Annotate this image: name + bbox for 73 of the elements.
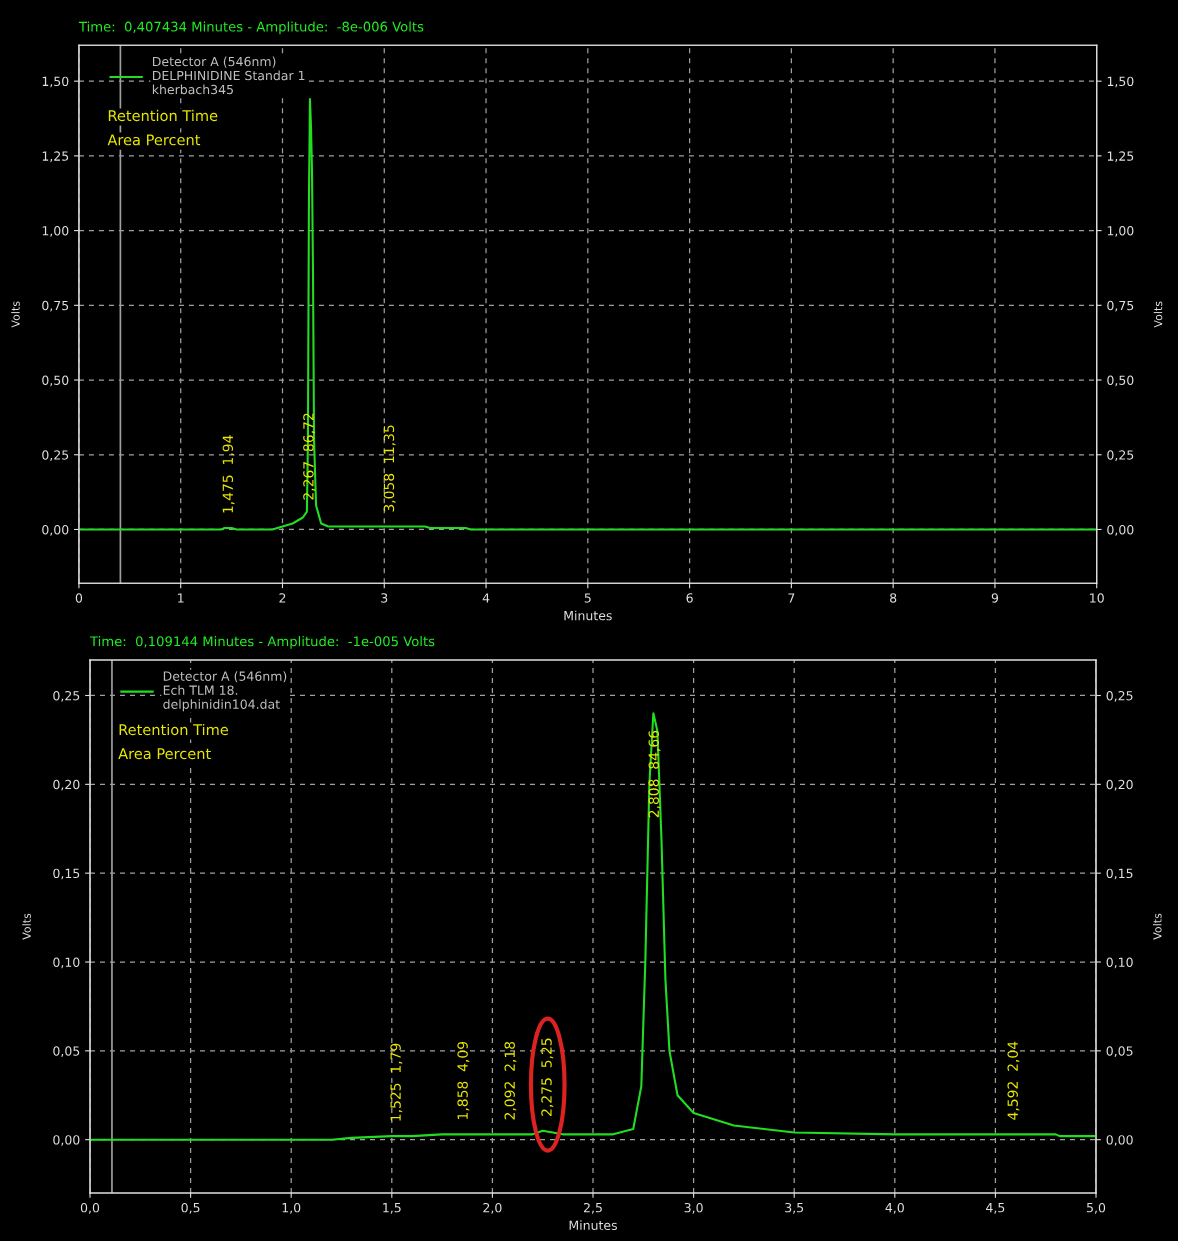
x-tick-label: 0,5 bbox=[181, 1202, 200, 1214]
y2-tick-label: 1,25 bbox=[1107, 151, 1134, 163]
y2-tick-label: 0,15 bbox=[1106, 868, 1133, 880]
x-axis-title: Minutes bbox=[569, 1220, 617, 1231]
annotation: 2,092 2,18 bbox=[504, 1041, 517, 1120]
legend-label: Detector A (546nm) Ech TLM 18. delphinidin104.dat bbox=[163, 671, 287, 712]
legend-label: Detector A (546nm) DELPHINIDINE Standar 1 kherbach345 bbox=[152, 56, 305, 95]
x-tick-label: 5,0 bbox=[1087, 1202, 1106, 1214]
y-tick-label: 0,00 bbox=[53, 1135, 80, 1146]
y-tick-label: 1,50 bbox=[42, 76, 69, 88]
y-tick-label: 0,50 bbox=[42, 375, 69, 387]
x-tick-label: 4 bbox=[482, 593, 490, 603]
x-tick-label: 7 bbox=[788, 593, 795, 603]
line-series bbox=[90, 712, 1097, 1141]
x-tick-label: 0,0 bbox=[80, 1202, 100, 1214]
y-tick-label: 0,75 bbox=[42, 300, 69, 312]
x-tick-label: 6 bbox=[686, 593, 693, 603]
y-axis-title: Volts bbox=[22, 913, 31, 940]
y-tick-label: 1,25 bbox=[42, 151, 69, 163]
y2-tick-label: 0,00 bbox=[1106, 1135, 1133, 1146]
y-tick-label: 0,05 bbox=[53, 1046, 80, 1058]
x-tick-label: 3,5 bbox=[785, 1202, 804, 1214]
y-axis-title: Volts bbox=[11, 301, 20, 328]
x-tick-label: 3 bbox=[381, 593, 388, 603]
annotation: Retention Time bbox=[119, 723, 229, 736]
annotation: Area Percent bbox=[118, 748, 211, 760]
y2-tick-label: 1,00 bbox=[1107, 226, 1134, 237]
x-tick-label: 0 bbox=[75, 593, 83, 603]
x-tick-label: 2,0 bbox=[483, 1202, 502, 1214]
annotation: 3,058 11,35 bbox=[383, 425, 396, 512]
x-tick-label: 4,0 bbox=[885, 1202, 904, 1214]
annotation: 2,267 86,72 bbox=[303, 413, 316, 500]
y-tick-label: 0,15 bbox=[53, 868, 80, 880]
y2-tick-label: 0,20 bbox=[1106, 779, 1133, 791]
y2-axis-title: Volts bbox=[1153, 913, 1162, 940]
y2-tick-label: 0,25 bbox=[1107, 450, 1134, 461]
y2-tick-label: 1,50 bbox=[1107, 76, 1134, 88]
x-axis-title: Minutes bbox=[564, 610, 612, 621]
x-tick-label: 5 bbox=[584, 593, 591, 603]
y-tick-label: 0,25 bbox=[42, 450, 69, 461]
y-tick-label: 0,00 bbox=[42, 524, 69, 536]
annotation: Retention Time bbox=[108, 109, 218, 122]
x-tick-label: 3,0 bbox=[684, 1202, 703, 1214]
y-tick-label: 1,00 bbox=[42, 226, 69, 237]
x-tick-label: 2 bbox=[279, 593, 286, 603]
y2-tick-label: 0,10 bbox=[1106, 957, 1133, 969]
annotation: 1,525 1,79 bbox=[390, 1043, 403, 1121]
y2-tick-label: 0,00 bbox=[1107, 524, 1134, 536]
y-tick-label: 0,10 bbox=[53, 957, 80, 969]
y2-tick-label: 0,75 bbox=[1107, 300, 1134, 312]
y-tick-label: 0,25 bbox=[53, 690, 80, 702]
annotation: 1,475 1,94 bbox=[222, 435, 235, 513]
annotation: 2,275 5,25 bbox=[541, 1038, 554, 1116]
x-tick-label: 9 bbox=[991, 593, 999, 603]
x-tick-label: 1 bbox=[178, 593, 184, 603]
annotation: 4,592 2,04 bbox=[1007, 1041, 1020, 1120]
y2-tick-label: 0,50 bbox=[1107, 375, 1134, 387]
x-tick-label: 1,5 bbox=[383, 1203, 401, 1214]
annotation: 1,858 4,09 bbox=[457, 1041, 470, 1119]
y2-tick-label: 0,25 bbox=[1106, 690, 1133, 702]
y2-axis-title: Volts bbox=[1153, 301, 1163, 328]
x-tick-label: 2,5 bbox=[583, 1202, 602, 1214]
chart-title: Time: 0,109144 Minutes - Amplitude: -1e-005 Volts bbox=[89, 636, 435, 649]
y2-tick-label: 0,05 bbox=[1106, 1046, 1133, 1058]
x-tick-label: 4,5 bbox=[986, 1203, 1005, 1214]
y-tick-label: 0,20 bbox=[53, 779, 80, 791]
x-tick-label: 1,0 bbox=[282, 1202, 301, 1214]
x-tick-label: 8 bbox=[890, 593, 897, 603]
x-tick-label: 10 bbox=[1090, 593, 1104, 603]
chart-title: Time: 0,407434 Minutes - Amplitude: -8e-006 Volts bbox=[78, 21, 424, 35]
annotation: Area Percent bbox=[107, 134, 201, 146]
line-series bbox=[78, 98, 1097, 531]
annotation: 2,808 84,66 bbox=[648, 730, 661, 818]
